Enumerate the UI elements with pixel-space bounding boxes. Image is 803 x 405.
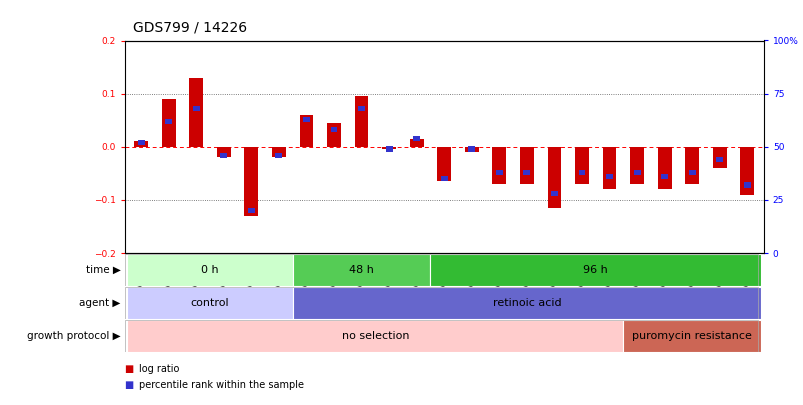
Bar [413,136,420,141]
Text: ■: ■ [124,364,134,373]
Bar [381,147,396,149]
Bar [491,147,506,184]
Text: log ratio: log ratio [139,364,179,373]
Bar [300,115,313,147]
Bar [327,123,340,147]
Bar [165,119,172,124]
Bar [743,182,750,188]
Bar [495,170,502,175]
Bar [440,176,447,181]
Text: control: control [190,298,229,308]
Bar [550,191,557,196]
Bar [660,174,667,179]
Bar [712,147,726,168]
Bar [467,146,475,151]
Bar [127,320,622,352]
Text: 96 h: 96 h [583,264,607,275]
Bar [134,141,148,147]
Bar [161,99,175,147]
Bar [127,287,292,319]
Bar [630,147,643,184]
Text: time ▶: time ▶ [86,264,120,275]
Bar [127,254,292,286]
Bar [715,157,722,162]
Bar [357,106,365,111]
Bar [410,139,423,147]
Text: growth protocol ▶: growth protocol ▶ [27,331,120,341]
Bar [622,320,760,352]
Bar [137,140,145,145]
Text: percentile rank within the sample: percentile rank within the sample [139,380,304,390]
Bar [523,170,530,175]
Bar [605,174,612,179]
Bar [430,254,760,286]
Bar [330,127,337,132]
Text: no selection: no selection [341,331,409,341]
Bar [520,147,533,184]
Bar [220,153,227,158]
Text: 0 h: 0 h [201,264,218,275]
Bar [303,117,309,122]
Bar [217,147,230,158]
Bar [437,147,450,181]
Bar [740,147,753,195]
Text: puromycin resistance: puromycin resistance [631,331,751,341]
Bar [244,147,258,216]
Bar [657,147,671,190]
Text: GDS799 / 14226: GDS799 / 14226 [132,20,247,34]
Bar [385,146,392,151]
Bar [190,78,203,147]
Bar [292,287,760,319]
Bar [464,147,478,152]
Bar [684,147,698,184]
Bar [578,170,585,175]
Text: ■: ■ [124,380,134,390]
Bar [574,147,588,184]
Bar [633,170,640,175]
Text: agent ▶: agent ▶ [79,298,120,308]
Bar [271,147,285,158]
Bar [354,96,368,147]
Bar [275,153,282,158]
Text: retinoic acid: retinoic acid [492,298,560,308]
Bar [247,208,255,213]
Bar [547,147,560,208]
Text: 48 h: 48 h [349,264,373,275]
Bar [193,106,199,111]
Bar [292,254,430,286]
Bar [602,147,616,190]
Bar [688,170,695,175]
